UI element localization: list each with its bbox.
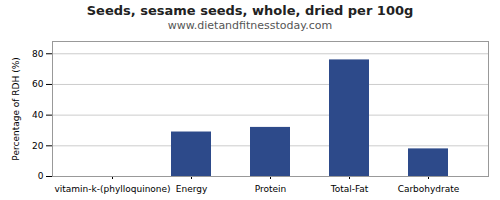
svg-text:Total-Fat: Total-Fat <box>330 184 369 194</box>
svg-text:Protein: Protein <box>255 184 287 194</box>
svg-text:40: 40 <box>32 110 44 120</box>
html-text:Seeds, sesame seeds, whole, dr: Seeds, sesame seeds, whole, dried per 10… <box>86 3 414 18</box>
svg-text:Energy: Energy <box>176 184 208 194</box>
html-text:www.dietandfitnesstoday.com: www.dietandfitnesstoday.com <box>167 19 333 32</box>
svg-text:20: 20 <box>32 141 44 151</box>
svg-text:60: 60 <box>32 79 44 89</box>
svg-text:80: 80 <box>32 49 44 59</box>
svg-text:vitamin-k-(phylloquinone): vitamin-k-(phylloquinone) <box>54 184 170 194</box>
svg-text:Carbohydrate: Carbohydrate <box>398 184 460 194</box>
svg-text:0: 0 <box>38 171 44 181</box>
svg-text:Percentage of RDH (%): Percentage of RDH (%) <box>11 57 21 160</box>
